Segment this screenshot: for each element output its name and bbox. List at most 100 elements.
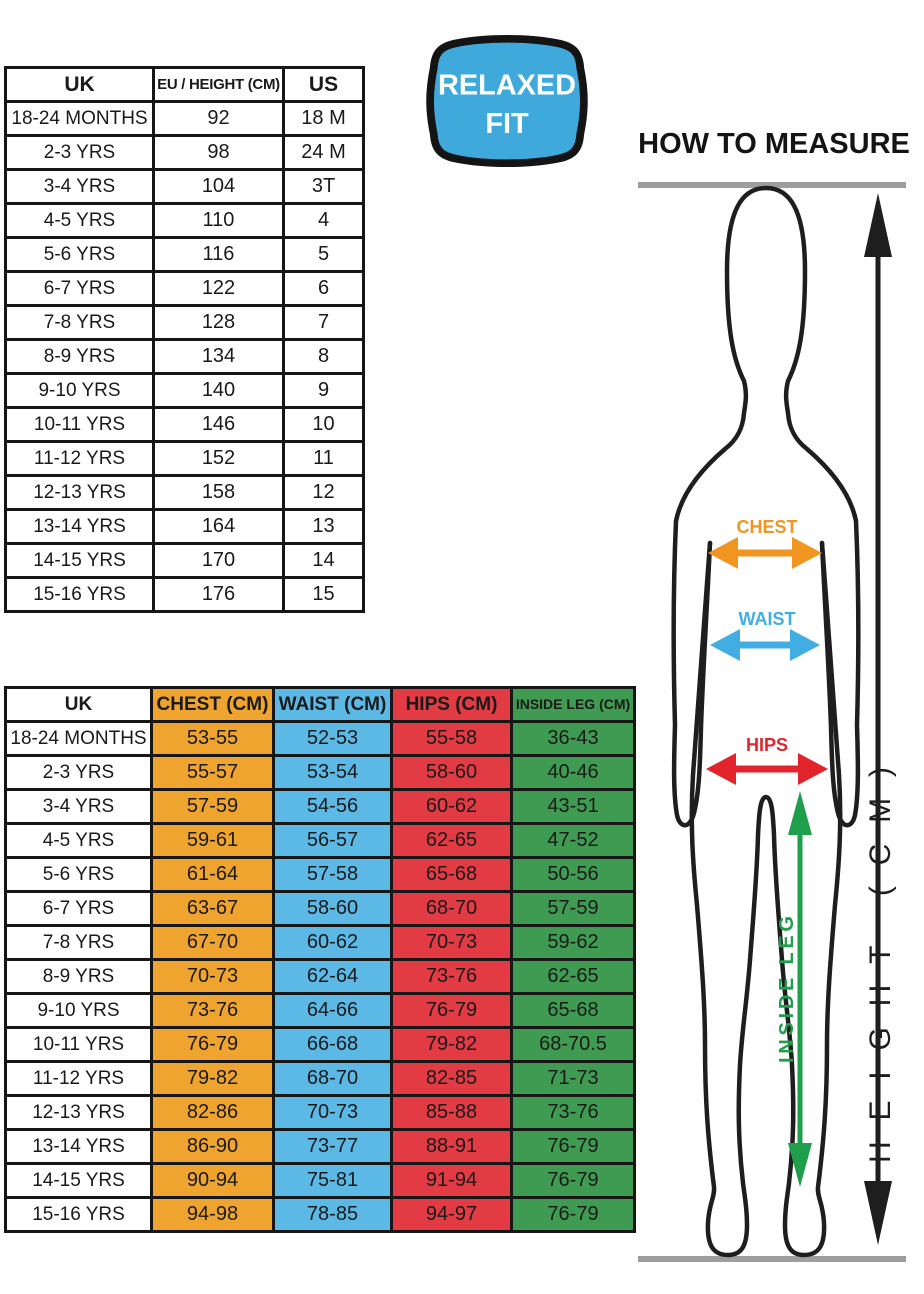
size-cell: 7-8 YRS <box>4 924 153 961</box>
conversion-cell: 10 <box>282 406 365 443</box>
size-row: 15-16 YRS 94-98 78-85 94-97 76-79 <box>4 1196 636 1233</box>
conversion-cell: 104 <box>152 168 285 205</box>
conversion-row: 5-6 YRS 116 5 <box>4 236 365 273</box>
size-cell: 94-97 <box>390 1196 513 1233</box>
hips-label: HIPS <box>746 735 788 755</box>
size-cell: 88-91 <box>390 1128 513 1165</box>
chest-arrow-head-left <box>708 537 738 569</box>
height-arrow-head-bottom <box>864 1181 892 1245</box>
size-cell: 13-14 YRS <box>4 1128 153 1165</box>
conversion-row: 6-7 YRS 122 6 <box>4 270 365 307</box>
size-cell: 68-70 <box>390 890 513 927</box>
size-row: 7-8 YRS 67-70 60-62 70-73 59-62 <box>4 924 636 961</box>
waist-label: WAIST <box>739 609 796 629</box>
size-cell: 43-51 <box>510 788 636 825</box>
size-cell: 60-62 <box>272 924 393 961</box>
conversion-cell: 14-15 YRS <box>4 542 155 579</box>
conversion-cell: 164 <box>152 508 285 545</box>
conversion-table: UK EU / HEIGHT (CM) US 18-24 MONTHS 92 18 M 2-… <box>4 66 365 613</box>
height-label: HEIGHT (CM) <box>864 763 897 1163</box>
size-cell: 65-68 <box>510 992 636 1029</box>
conversion-row: 18-24 MONTHS 92 18 M <box>4 100 365 137</box>
conversion-cell: 4 <box>282 202 365 239</box>
size-cell: 5-6 YRS <box>4 856 153 893</box>
size-cell: 76-79 <box>510 1196 636 1233</box>
size-cell: 57-58 <box>272 856 393 893</box>
conversion-cell: 11-12 YRS <box>4 440 155 477</box>
conversion-cell: 4-5 YRS <box>4 202 155 239</box>
size-cell: 78-85 <box>272 1196 393 1233</box>
size-cell: 79-82 <box>390 1026 513 1063</box>
measure-diagram: HEIGHT (CM) CHEST WAIST HIPS INSIDE LEG <box>638 182 906 1262</box>
size-cell: 11-12 YRS <box>4 1060 153 1097</box>
size-cell: 85-88 <box>390 1094 513 1131</box>
size-cell: 9-10 YRS <box>4 992 153 1029</box>
size-cell: 73-76 <box>390 958 513 995</box>
chest-label: CHEST <box>736 517 797 537</box>
badge-text-fit: FIT <box>485 108 529 140</box>
size-row: 11-12 YRS 79-82 68-70 82-85 71-73 <box>4 1060 636 1097</box>
size-cell: 52-53 <box>272 720 393 757</box>
size-row: 2-3 YRS 55-57 53-54 58-60 40-46 <box>4 754 636 791</box>
conversion-header-cell: EU / HEIGHT (CM) <box>152 66 285 103</box>
conversion-cell: 3T <box>282 168 365 205</box>
conversion-cell: 170 <box>152 542 285 579</box>
conversion-cell: 2-3 YRS <box>4 134 155 171</box>
size-cell: 59-62 <box>510 924 636 961</box>
size-cell: 47-52 <box>510 822 636 859</box>
conversion-cell: 98 <box>152 134 285 171</box>
conversion-row: 13-14 YRS 164 13 <box>4 508 365 545</box>
size-header-cell: UK <box>4 686 153 723</box>
size-cell: 65-68 <box>390 856 513 893</box>
size-cell: 55-58 <box>390 720 513 757</box>
size-cell: 55-57 <box>150 754 275 791</box>
conversion-cell: 9 <box>282 372 365 409</box>
size-cell: 76-79 <box>510 1128 636 1165</box>
size-cell: 50-56 <box>510 856 636 893</box>
size-cell: 18-24 MONTHS <box>4 720 153 757</box>
conversion-row: 3-4 YRS 104 3T <box>4 168 365 205</box>
body-figure-lower <box>689 540 843 1258</box>
size-row: 14-15 YRS 90-94 75-81 91-94 76-79 <box>4 1162 636 1199</box>
conversion-cell: 14 <box>282 542 365 579</box>
size-cell: 71-73 <box>510 1060 636 1097</box>
size-cell: 3-4 YRS <box>4 788 153 825</box>
size-header-cell: WAIST (CM) <box>272 686 393 723</box>
waist-arrow-head-right <box>790 629 820 661</box>
size-cell: 82-85 <box>390 1060 513 1097</box>
size-cell: 62-65 <box>510 958 636 995</box>
size-cell: 60-62 <box>390 788 513 825</box>
conversion-header-row: UK EU / HEIGHT (CM) US <box>4 66 365 103</box>
size-cell: 53-54 <box>272 754 393 791</box>
size-row: 9-10 YRS 73-76 64-66 76-79 65-68 <box>4 992 636 1029</box>
conversion-cell: 12 <box>282 474 365 511</box>
conversion-cell: 140 <box>152 372 285 409</box>
badge-shape <box>426 34 588 168</box>
body-figure-upper <box>671 185 861 828</box>
size-cell: 58-60 <box>390 754 513 791</box>
conversion-cell: 8-9 YRS <box>4 338 155 375</box>
inside-leg-arrow-shaft <box>797 827 803 1153</box>
size-row: 8-9 YRS 70-73 62-64 73-76 62-65 <box>4 958 636 995</box>
chest-arrow-shaft <box>734 549 800 557</box>
size-cell: 8-9 YRS <box>4 958 153 995</box>
size-cell: 40-46 <box>510 754 636 791</box>
conversion-cell: 24 M <box>282 134 365 171</box>
size-row: 10-11 YRS 76-79 66-68 79-82 68-70.5 <box>4 1026 636 1063</box>
size-cell: 91-94 <box>390 1162 513 1199</box>
hips-arrow-head-right <box>798 753 828 785</box>
conversion-cell: 6-7 YRS <box>4 270 155 307</box>
size-header-cell: INSIDE LEG (CM) <box>510 686 636 723</box>
chest-arrow-head-right <box>792 537 822 569</box>
size-cell: 57-59 <box>150 788 275 825</box>
inside-leg-label: INSIDE LEG <box>776 915 798 1063</box>
size-cell: 59-61 <box>150 822 275 859</box>
size-cell: 68-70 <box>272 1060 393 1097</box>
size-cell: 66-68 <box>272 1026 393 1063</box>
height-arrow-head-top <box>864 193 892 257</box>
conversion-cell: 18 M <box>282 100 365 137</box>
inside-leg-arrow-head-top <box>788 791 812 835</box>
size-cell: 10-11 YRS <box>4 1026 153 1063</box>
conversion-cell: 92 <box>152 100 285 137</box>
conversion-row: 11-12 YRS 152 11 <box>4 440 365 477</box>
